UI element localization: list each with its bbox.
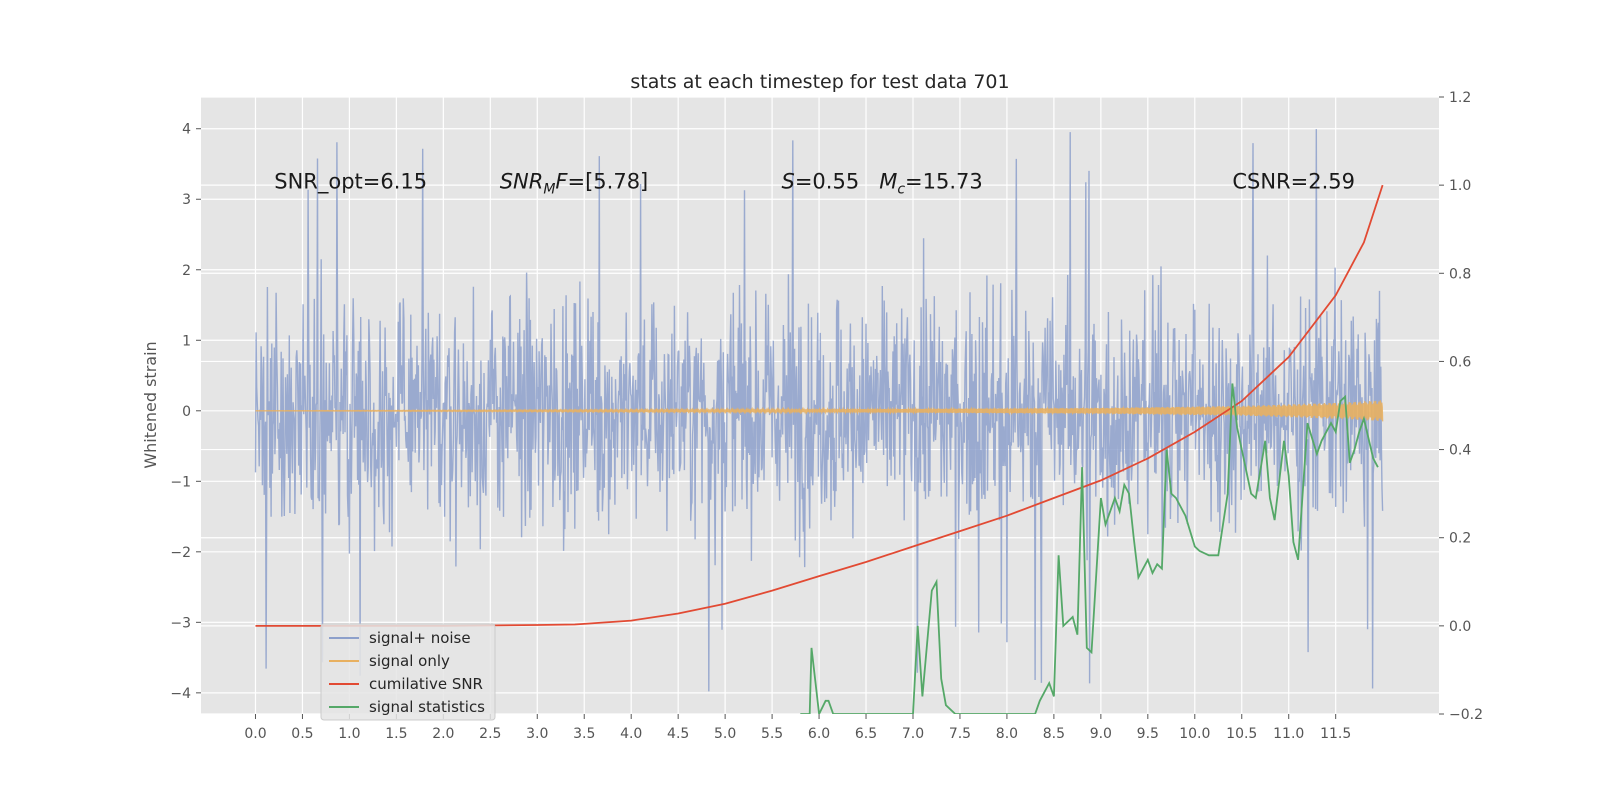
y2-tick-label: 0.4 [1449,443,1471,459]
y2-tick-label: −0.2 [1449,707,1483,723]
x-tick-label: 5.0 [714,726,736,742]
x-tick-label: 2.5 [479,726,501,742]
y-axis-label: Whitened strain [141,341,160,468]
x-tick-label: 0.0 [244,726,266,742]
y2-tick-label: 1.2 [1449,90,1471,106]
x-axis-ticks: 0.0 0.5 1.0 1.5 2.0 2.5 3.0 3.5 4.0 4.5 5.0 5.5 6.0 6… [244,714,1351,742]
annotations: SNR_opt=6.15 SNRMF=[5.78] S=0.55 Mc=15.73 C… [274,170,1355,198]
y2-tick-label: 1.0 [1449,178,1471,194]
y-tick-label: 3 [182,192,191,208]
x-tick-label: 1.0 [338,726,360,742]
series-signal-only [255,400,1384,422]
legend-box [320,623,496,721]
x-tick-label: 8.0 [996,726,1018,742]
annotation-2: SNRMF=[5.78] [500,170,649,198]
y2-axis-ticks: −0.2 0.0 0.2 0.4 0.6 0.8 1.0 1.2 [1439,90,1483,723]
legend: signal+ noise signal only cumilative SNR si… [320,623,496,721]
x-tick-label: 6.0 [808,726,830,742]
x-tick-label: 11.0 [1273,726,1304,742]
y-tick-label: −2 [170,545,191,561]
chart-title: stats at each timestep for test data 701 [630,71,1009,93]
y-tick-label: 2 [182,263,191,279]
y-tick-label: 0 [182,404,191,420]
annotation-1: SNR_opt=6.15 [274,170,427,195]
x-tick-label: 5.5 [761,726,783,742]
y2-tick-label: 0.0 [1449,619,1471,635]
x-tick-label: 0.5 [291,726,313,742]
series-layer [254,129,1384,714]
x-tick-label: 10.5 [1226,726,1257,742]
annotation-4: CSNR=2.59 [1232,170,1355,194]
y-tick-label: 1 [182,333,191,349]
y2-tick-label: 0.6 [1449,354,1471,370]
x-tick-label: 4.0 [620,726,642,742]
x-tick-label: 9.5 [1137,726,1159,742]
y-tick-label: −1 [170,474,191,490]
grid [201,96,1439,715]
x-tick-label: 7.5 [949,726,971,742]
y-tick-label: 4 [182,122,191,138]
x-tick-label: 8.5 [1043,726,1065,742]
y-tick-label: −3 [170,615,191,631]
y-tick-label: −4 [170,686,191,702]
x-tick-label: 11.5 [1320,726,1351,742]
series-signal-statistics [800,383,1379,714]
x-tick-label: 1.5 [385,726,407,742]
series-signal-noise [254,129,1384,692]
x-tick-label: 9.0 [1090,726,1112,742]
legend-label: cumilative SNR [369,675,483,693]
y2-tick-label: 0.2 [1449,531,1471,547]
legend-label: signal only [369,652,450,670]
x-tick-label: 6.5 [855,726,877,742]
x-tick-label: 2.0 [432,726,454,742]
y2-tick-label: 0.8 [1449,266,1471,282]
x-tick-label: 3.0 [526,726,548,742]
legend-label: signal+ noise [369,629,471,647]
x-tick-label: 10.0 [1179,726,1210,742]
legend-label: signal statistics [369,698,485,716]
y-axis-ticks: −4 −3 −2 −1 0 1 2 3 4 [170,122,201,702]
x-tick-label: 7.0 [902,726,924,742]
plot-area [254,129,1384,714]
annotation-3: S=0.55 Mc=15.73 [781,170,982,198]
x-tick-label: 3.5 [573,726,595,742]
series-cumilative-snr [255,184,1384,627]
x-tick-label: 4.5 [667,726,689,742]
